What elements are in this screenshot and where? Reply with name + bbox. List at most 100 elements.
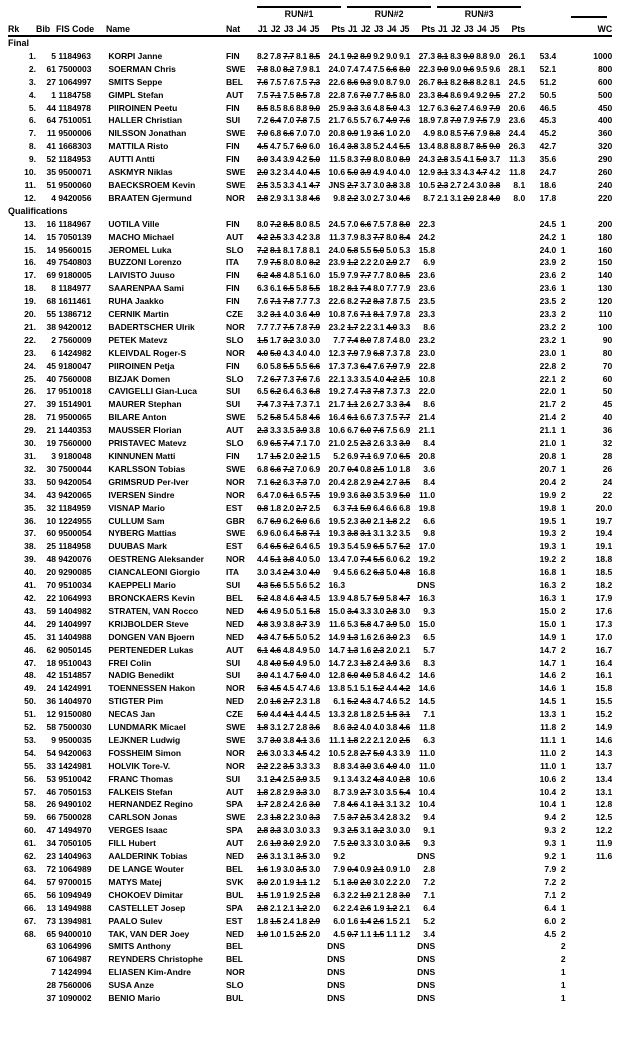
judge-score-run1: 3.5: [283, 425, 294, 436]
fis-code-cell: 1224955: [56, 515, 92, 526]
judge-score-run3: 9.5: [476, 63, 488, 74]
judge-score-run2: 2.8: [347, 747, 359, 758]
judge-score-run1: 3.8: [309, 231, 320, 242]
judge-score-run2: 7.4: [360, 283, 372, 294]
judge-score-run2: 7.4: [386, 334, 398, 345]
judge-score-run2: 7.6: [347, 309, 359, 320]
judge-score-run1: 4.0: [309, 670, 320, 681]
judge-score-run2: 7.4: [360, 63, 372, 74]
judge-score-run2: 9.0: [386, 50, 398, 61]
judge-score-run1: 6.7: [270, 373, 281, 384]
run2-pts-cell: 10.4: [418, 786, 436, 797]
judge-score-run2: [359, 850, 372, 863]
judge-score-run2: 3.0: [386, 838, 398, 849]
judge-score-run2: 4.0: [373, 722, 385, 733]
wc-cell: 45: [602, 399, 613, 410]
rank-cell: 18.: [24, 283, 36, 294]
name-cell: BAECKSROEM Kevin: [106, 179, 196, 190]
judge-score-run1: 6.4: [270, 115, 281, 126]
bib-cell: 30: [46, 463, 56, 474]
judge-score-run1: 5.3: [257, 683, 268, 694]
judge-score-run3: [488, 540, 501, 553]
judge-score-run3: 7.9: [450, 115, 462, 126]
judge-score-run1: 6.9: [257, 528, 268, 539]
table-row: 67 1064987 REYNDERS Christophe BEL DNS DNS 2: [8, 953, 612, 966]
total-cell: 16.3: [539, 592, 557, 603]
heat-cell: 2: [560, 670, 566, 681]
judge-score-run3: [436, 282, 449, 295]
heat-cell: [556, 114, 570, 127]
judge-score-run1: 4.1: [283, 709, 294, 720]
wc-cell: 36: [602, 425, 613, 436]
name-cell: UOTILA Ville: [106, 218, 160, 229]
judge-score-run1: 8.1: [309, 63, 320, 74]
judge-score-run2: 5.3: [399, 244, 411, 255]
judge-score-run1: 6.6: [309, 360, 320, 371]
judge-score-run1: 8.0: [270, 63, 281, 74]
judge-score-run1: [269, 992, 282, 1005]
judge-score-run3: [449, 889, 462, 902]
run1-pts-cell: JNS: [328, 179, 346, 190]
judge-score-run1: 3.3: [283, 179, 294, 190]
nation-cell: FIN: [226, 154, 240, 165]
judge-score-run3: [462, 644, 475, 657]
heat-cell: [556, 63, 570, 76]
heat-cell: 1: [560, 851, 566, 862]
judge-score-run1: 4.6: [257, 605, 268, 616]
judge-score-run3: 8.5: [476, 141, 488, 152]
heat-cell: 1: [560, 425, 566, 436]
judge-score-run1: 7.2: [283, 463, 294, 474]
bib-cell: 44: [46, 102, 56, 113]
judge-score-run2: 7.1: [360, 309, 372, 320]
run3-pts-cell: [501, 734, 526, 747]
nation-cell: BEL: [226, 592, 243, 603]
run3-pts-cell: [501, 398, 526, 411]
bib-cell: 29: [46, 618, 56, 629]
judge-score-run1: 4.0: [309, 347, 320, 358]
judge-score-run2: 4.0: [373, 373, 385, 384]
judge-score-run1: 6.9: [309, 463, 320, 474]
run3-pts-cell: [501, 579, 526, 592]
total-cell: 6.4: [544, 902, 557, 913]
judge-score-run2: 2.2: [360, 321, 372, 332]
judge-score-run3: [462, 282, 475, 295]
judge-score-run2: 2.8: [386, 812, 398, 823]
run3-pts-cell: [501, 437, 526, 450]
judge-score-run1: 4.8: [270, 592, 281, 603]
heat-cell: [556, 166, 570, 179]
total-cell: 50.5: [539, 89, 557, 100]
rank-cell: 66.: [24, 902, 36, 913]
wc-cell: 1000: [593, 50, 613, 61]
run2-label: RUN#2: [347, 6, 432, 19]
rank-cell: 54.: [24, 747, 36, 758]
judge-score-run2: 2.1: [373, 889, 385, 900]
bib-cell: 54: [46, 747, 56, 758]
judge-score-run3: [462, 863, 475, 876]
judge-score-run2: 6.0: [360, 425, 372, 436]
judge-score-run1: 6.5: [283, 283, 294, 294]
judge-score-run2: 7.0: [347, 554, 359, 565]
judge-score-run1: 7.1: [283, 399, 294, 410]
run3-pts-cell: [501, 605, 526, 618]
judge-score-run1: 3.9: [296, 773, 307, 784]
judge-score-run2: 3.0: [360, 192, 372, 203]
table-row: 42. 22 1064993 BRONCKAERS Kevin BEL 5.2 4.8 4…: [8, 592, 612, 605]
run3-pts-cell: [501, 669, 526, 682]
total-cell: 14.7: [539, 657, 557, 668]
fis-code-cell: 1064987: [56, 954, 92, 965]
rank-cell: 33.: [24, 476, 36, 487]
judge-score-run3: 2.7: [450, 179, 462, 190]
judge-score-run2: 1.5: [386, 915, 398, 926]
judge-score-run1: 5.0: [270, 347, 281, 358]
judge-score-run3: [488, 269, 501, 282]
nation-cell: SPA: [226, 825, 243, 836]
heat-cell: 1: [560, 902, 566, 913]
judge-score-run2: 2.7: [373, 399, 385, 410]
run2-pts-cell: 23.2: [418, 334, 436, 345]
judge-score-run3: [488, 360, 501, 373]
judge-score-run2: 5.9: [360, 502, 372, 513]
judge-score-run3: [462, 682, 475, 695]
judge-score-run3: 5.0: [476, 154, 488, 165]
judge-score-run3: [462, 566, 475, 579]
rank-cell: 60.: [24, 825, 36, 836]
